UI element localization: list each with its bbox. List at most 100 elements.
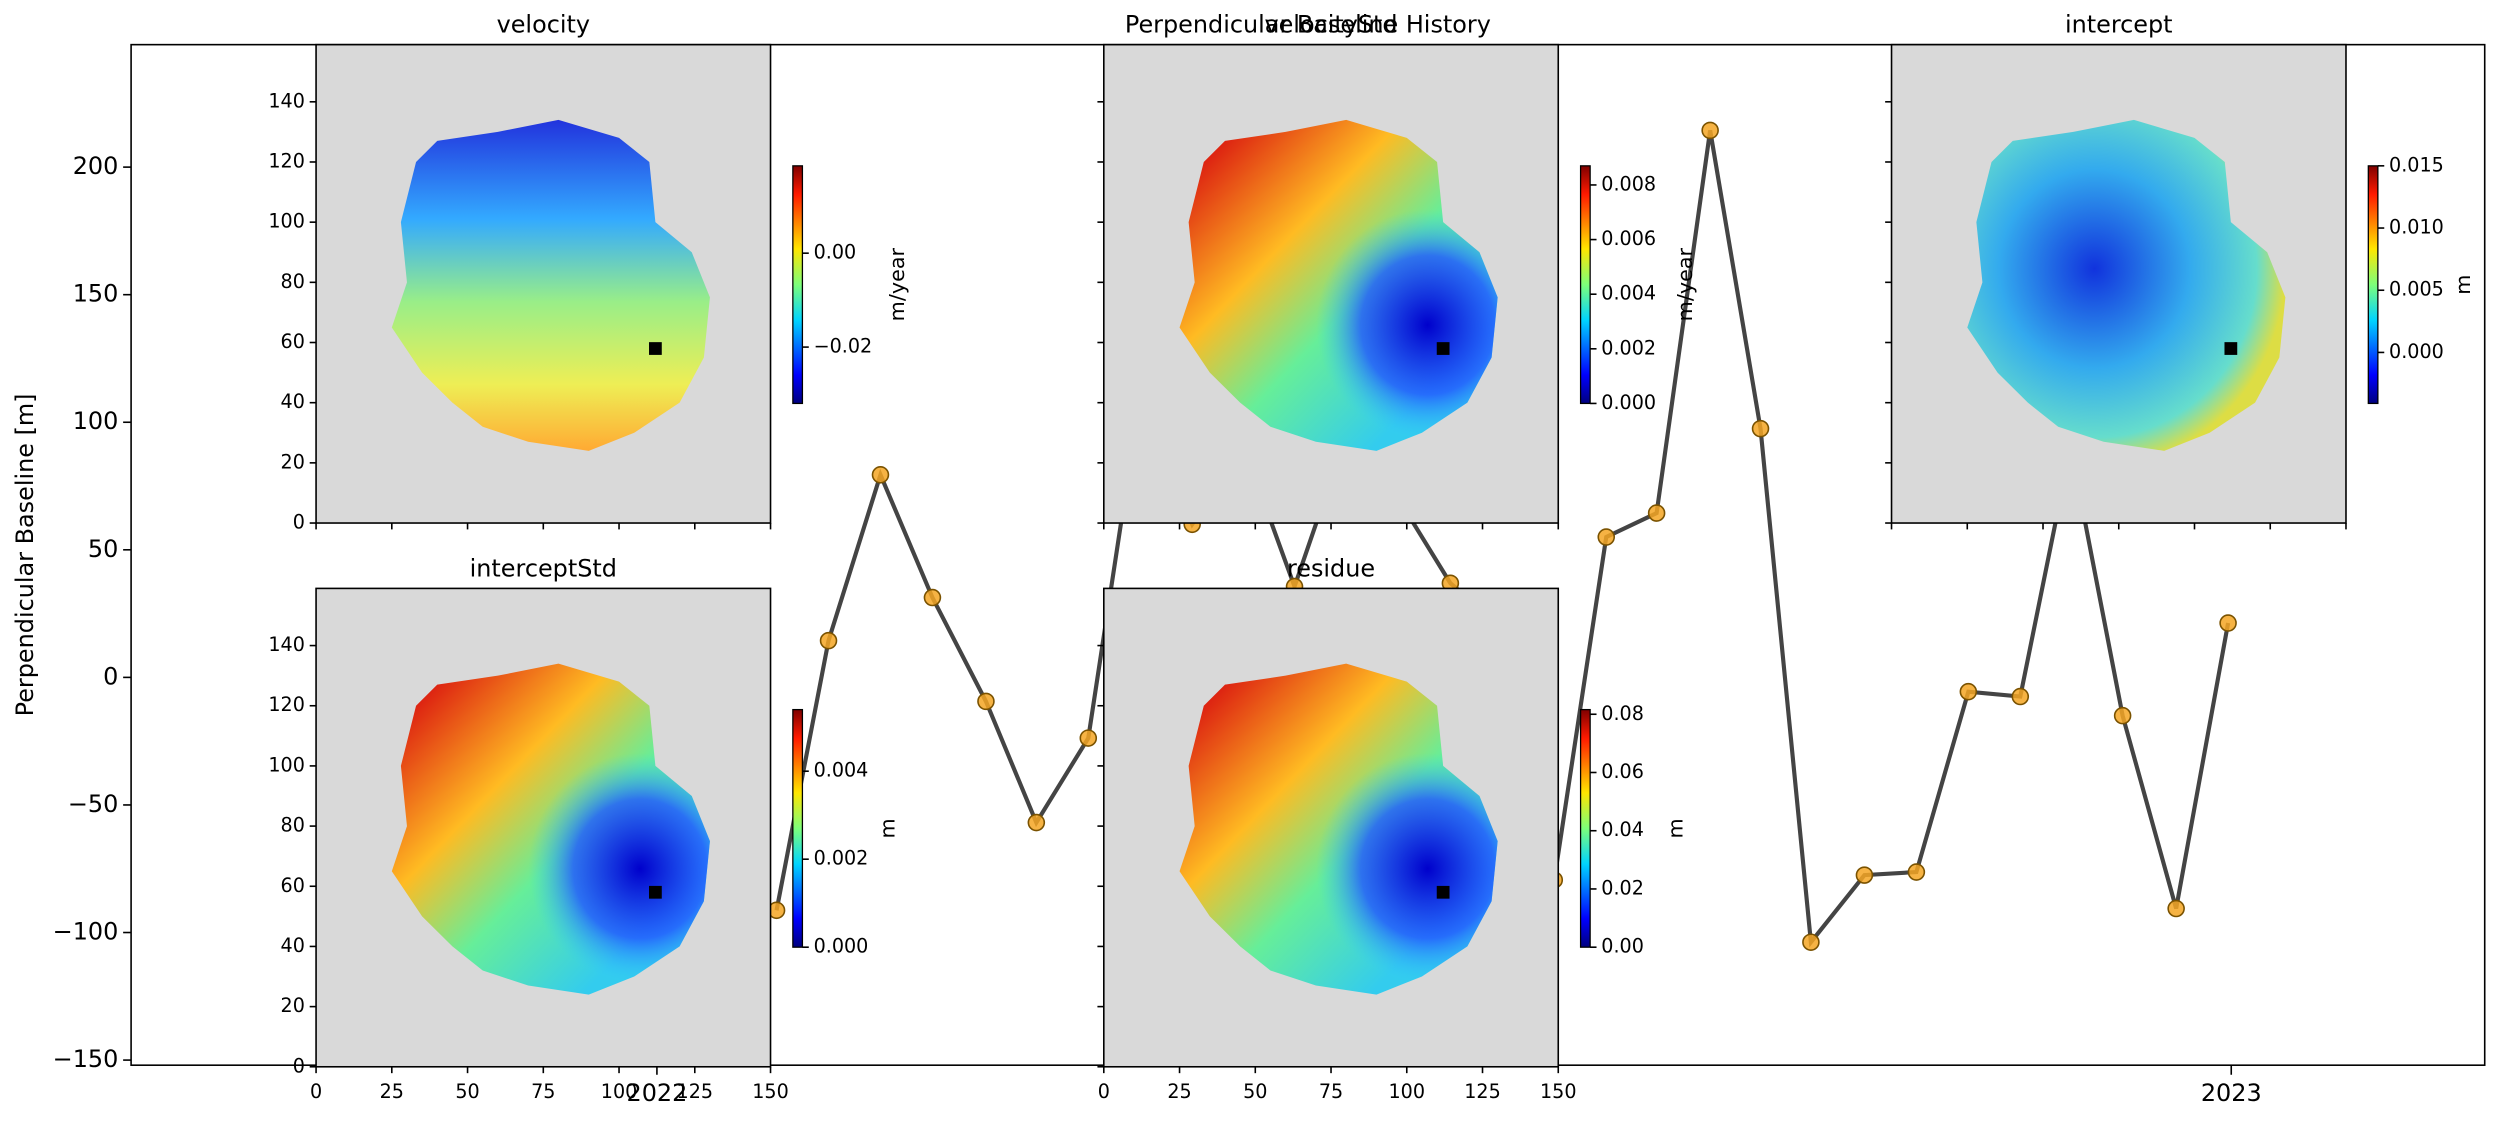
data-point: [2219, 614, 2237, 632]
colorbar-tick-label: 0.002: [1601, 336, 1656, 359]
x-tick-label: 75: [1319, 1080, 1343, 1103]
panel-title: intercept: [2065, 11, 2173, 39]
y-axis-label: Perpendicular Baseline [m]: [11, 393, 39, 716]
data-point: [1802, 933, 1820, 951]
y-tick-label: 100: [268, 753, 305, 776]
colorbar-label: m/year: [1673, 247, 1697, 321]
colorbar-label: m: [1663, 818, 1687, 838]
colorbar-tick-label: 0.00: [1601, 935, 1644, 958]
colorbar-tick-label: 0.004: [814, 759, 869, 782]
colorbar-label: m/year: [885, 247, 909, 321]
chart-title: Perpendicular Baseline History: [1125, 11, 1491, 39]
data-point: [1597, 528, 1616, 546]
colorbar-label: m: [876, 818, 900, 838]
heatmap: [391, 119, 710, 451]
y-tick-label: 0: [103, 662, 118, 690]
colorbar-tick-label: 0.06: [1601, 760, 1644, 783]
data-point: [1959, 682, 1978, 701]
colorbar-tick-label: 0.008: [1601, 172, 1656, 195]
y-tick-label: 150: [73, 280, 119, 308]
reference-point: [649, 342, 662, 355]
x-tick-label: 150: [1540, 1080, 1577, 1103]
colorbar-label: m: [2451, 275, 2475, 295]
colorbar-tick-label: 0.010: [2389, 216, 2444, 239]
x-tick-label: 25: [380, 1080, 404, 1103]
colorbar-tick-label: 0.08: [1601, 702, 1644, 725]
colorbar-tick-label: 0.015: [2389, 153, 2444, 176]
y-tick-label: 140: [268, 633, 305, 656]
y-tick-label: 100: [268, 210, 305, 233]
y-tick-label: −100: [53, 918, 119, 946]
panel-title: velocity: [497, 11, 590, 39]
panel-title: interceptStd: [470, 554, 617, 582]
colorbar: [792, 708, 804, 948]
y-tick-label: 200: [73, 152, 119, 180]
y-tick-label: 100: [73, 407, 119, 435]
data-point: [2011, 687, 2030, 706]
heatmap: [1179, 119, 1498, 451]
data-point: [871, 466, 890, 484]
y-tick-label: −150: [53, 1045, 119, 1073]
colorbar: [1579, 708, 1591, 948]
data-point: [1855, 866, 1874, 884]
x-tick-label: 2022: [626, 1079, 687, 1107]
data-point: [923, 588, 942, 607]
x-tick-label: 25: [1167, 1080, 1191, 1103]
x-tick-label: 100: [601, 1080, 638, 1103]
heatmap: [1967, 119, 2286, 451]
y-tick-label: 120: [268, 149, 305, 172]
y-tick-label: 0: [293, 511, 305, 534]
x-tick-label: 150: [752, 1080, 789, 1103]
y-tick-label: 20: [281, 994, 305, 1017]
colorbar-tick-label: 0.004: [1601, 282, 1656, 305]
reference-point: [2224, 342, 2238, 355]
heatmap: [391, 663, 710, 995]
y-tick-label: 60: [281, 874, 305, 897]
colorbar-tick-label: 0.000: [814, 935, 869, 958]
panel-title: velocityStd: [1264, 11, 1397, 39]
colorbar-tick-label: 0.002: [814, 847, 869, 870]
colorbar-tick-label: 0.02: [1601, 876, 1644, 899]
x-tick-label: 75: [531, 1080, 555, 1103]
colorbar: [1579, 165, 1591, 405]
colorbar-tick-label: 0.000: [1601, 391, 1656, 414]
y-tick-label: 80: [281, 270, 305, 293]
data-point: [2113, 706, 2132, 725]
x-tick-label: 125: [1464, 1080, 1501, 1103]
data-point: [977, 692, 995, 711]
heatmap: [1179, 663, 1498, 995]
colorbar-tick-label: 0.00: [814, 241, 857, 264]
panel-title: residue: [1287, 554, 1375, 582]
x-tick-label: 0: [1098, 1080, 1110, 1103]
reference-point: [649, 885, 662, 899]
colorbar-tick-label: 0.005: [2389, 278, 2444, 301]
x-tick-label: 100: [1389, 1080, 1426, 1103]
data-point: [1701, 121, 1719, 140]
reference-point: [1436, 885, 1450, 899]
y-tick-label: 0: [293, 1054, 305, 1077]
y-tick-label: 20: [281, 450, 305, 473]
y-tick-label: 50: [88, 535, 118, 563]
y-tick-label: 80: [281, 814, 305, 837]
reference-point: [1436, 342, 1450, 355]
x-tick-label: 50: [1243, 1080, 1267, 1103]
colorbar-tick-label: 0.006: [1601, 227, 1656, 250]
y-tick-label: 140: [268, 89, 305, 112]
data-point: [1027, 813, 1046, 832]
x-tick-label: 50: [455, 1080, 479, 1103]
data-point: [1907, 863, 1926, 881]
y-tick-label: 120: [268, 693, 305, 716]
y-tick-label: 40: [281, 934, 305, 957]
colorbar-tick-label: 0.000: [2389, 340, 2444, 363]
data-point: [819, 631, 838, 650]
y-tick-label: 40: [281, 390, 305, 413]
colorbar: [2367, 165, 2379, 405]
y-tick-label: 60: [281, 330, 305, 353]
data-point: [2167, 899, 2185, 918]
x-tick-label: 125: [677, 1080, 714, 1103]
data-point: [1079, 729, 1098, 747]
colorbar-tick-label: 0.04: [1601, 818, 1644, 841]
data-point: [1751, 419, 1770, 438]
x-tick-label: 0: [310, 1080, 322, 1103]
